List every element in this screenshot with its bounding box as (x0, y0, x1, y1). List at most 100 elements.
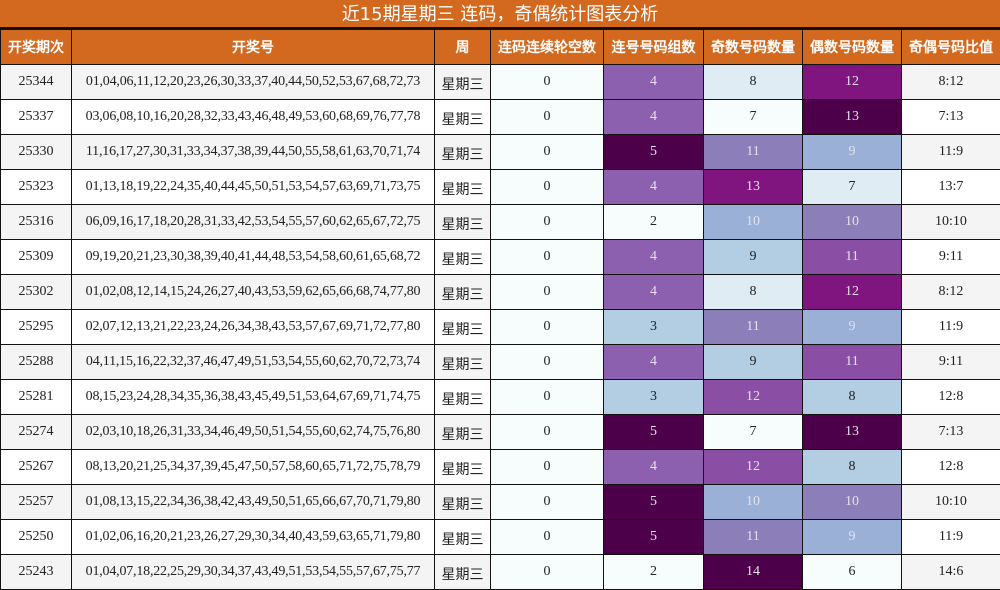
table-row: 25267 08,13,20,21,25,34,37,39,45,47,50,57… (0, 449, 1000, 485)
even-cell: 10 (802, 204, 902, 240)
numbers-cell: 09,19,20,21,23,30,38,39,40,41,44,48,53,5… (71, 239, 435, 275)
ratio-cell: 7:13 (901, 99, 1000, 135)
weekday-cell: 星期三 (434, 204, 491, 240)
odd-cell: 14 (703, 554, 803, 590)
numbers-cell: 01,13,18,19,22,24,35,40,44,45,50,51,53,5… (71, 169, 435, 205)
ratio-cell: 8:12 (901, 64, 1000, 100)
consec-cell: 4 (603, 64, 704, 100)
header-row: 开奖期次 开奖号 周 连码连续轮空数 连号号码组数 奇数号码数量 偶数号码数量 … (0, 29, 1000, 65)
ratio-cell: 11:9 (901, 134, 1000, 170)
weekday-cell: 星期三 (434, 274, 491, 310)
odd-cell: 9 (703, 239, 803, 275)
consec-cell: 3 (603, 379, 704, 415)
numbers-cell: 01,04,06,11,12,20,23,26,30,33,37,40,44,5… (71, 64, 435, 100)
header-numbers: 开奖号 (71, 29, 435, 65)
table-row: 25281 08,15,23,24,28,34,35,36,38,43,45,49… (0, 379, 1000, 415)
gap-cell: 0 (490, 414, 604, 450)
stats-table: 开奖期次 开奖号 周 连码连续轮空数 连号号码组数 奇数号码数量 偶数号码数量 … (0, 29, 1000, 590)
odd-cell: 11 (703, 309, 803, 345)
even-cell: 7 (802, 169, 902, 205)
odd-cell: 9 (703, 344, 803, 380)
table-row: 25288 04,11,15,16,22,32,37,46,47,49,51,53… (0, 344, 1000, 380)
weekday-cell: 星期三 (434, 449, 491, 485)
odd-cell: 11 (703, 519, 803, 555)
ratio-cell: 10:10 (901, 484, 1000, 520)
period-cell: 25309 (0, 239, 72, 275)
consec-cell: 5 (603, 134, 704, 170)
period-cell: 25281 (0, 379, 72, 415)
numbers-cell: 06,09,16,17,18,20,28,31,33,42,53,54,55,5… (71, 204, 435, 240)
weekday-cell: 星期三 (434, 519, 491, 555)
consec-cell: 4 (603, 449, 704, 485)
table-row: 25344 01,04,06,11,12,20,23,26,30,33,37,40… (0, 64, 1000, 100)
gap-cell: 0 (490, 309, 604, 345)
weekday-cell: 星期三 (434, 344, 491, 380)
consec-cell: 4 (603, 274, 704, 310)
table-row: 25243 01,04,07,18,22,25,29,30,34,37,43,49… (0, 554, 1000, 590)
header-ratio: 奇偶号码比值 (901, 29, 1000, 65)
numbers-cell: 08,13,20,21,25,34,37,39,45,47,50,57,58,6… (71, 449, 435, 485)
numbers-cell: 04,11,15,16,22,32,37,46,47,49,51,53,54,5… (71, 344, 435, 380)
consec-cell: 5 (603, 484, 704, 520)
weekday-cell: 星期三 (434, 484, 491, 520)
table-row: 25302 01,02,08,12,14,15,24,26,27,40,43,53… (0, 274, 1000, 310)
gap-cell: 0 (490, 554, 604, 590)
even-cell: 8 (802, 379, 902, 415)
even-cell: 12 (802, 64, 902, 100)
odd-cell: 7 (703, 414, 803, 450)
even-cell: 10 (802, 484, 902, 520)
table-row: 25309 09,19,20,21,23,30,38,39,40,41,44,48… (0, 239, 1000, 275)
gap-cell: 0 (490, 239, 604, 275)
period-cell: 25323 (0, 169, 72, 205)
gap-cell: 0 (490, 169, 604, 205)
weekday-cell: 星期三 (434, 134, 491, 170)
weekday-cell: 星期三 (434, 99, 491, 135)
gap-cell: 0 (490, 64, 604, 100)
consec-cell: 2 (603, 554, 704, 590)
odd-cell: 8 (703, 274, 803, 310)
period-cell: 25274 (0, 414, 72, 450)
header-odd: 奇数号码数量 (703, 29, 803, 65)
ratio-cell: 9:11 (901, 344, 1000, 380)
even-cell: 12 (802, 274, 902, 310)
odd-cell: 10 (703, 204, 803, 240)
header-period: 开奖期次 (0, 29, 72, 65)
even-cell: 11 (802, 239, 902, 275)
period-cell: 25250 (0, 519, 72, 555)
table-row: 25274 02,03,10,18,26,31,33,34,46,49,50,51… (0, 414, 1000, 450)
header-weekday: 周 (434, 29, 491, 65)
gap-cell: 0 (490, 344, 604, 380)
numbers-cell: 01,02,06,16,20,21,23,26,27,29,30,34,40,4… (71, 519, 435, 555)
numbers-cell: 02,03,10,18,26,31,33,34,46,49,50,51,54,5… (71, 414, 435, 450)
odd-cell: 7 (703, 99, 803, 135)
period-cell: 25243 (0, 554, 72, 590)
numbers-cell: 08,15,23,24,28,34,35,36,38,43,45,49,51,5… (71, 379, 435, 415)
table-row: 25295 02,07,12,13,21,22,23,24,26,34,38,43… (0, 309, 1000, 345)
consec-cell: 4 (603, 169, 704, 205)
period-cell: 25288 (0, 344, 72, 380)
header-even: 偶数号码数量 (802, 29, 902, 65)
odd-cell: 8 (703, 64, 803, 100)
gap-cell: 0 (490, 519, 604, 555)
odd-cell: 11 (703, 134, 803, 170)
weekday-cell: 星期三 (434, 414, 491, 450)
odd-cell: 12 (703, 449, 803, 485)
gap-cell: 0 (490, 484, 604, 520)
gap-cell: 0 (490, 274, 604, 310)
consec-cell: 4 (603, 99, 704, 135)
even-cell: 13 (802, 414, 902, 450)
ratio-cell: 11:9 (901, 519, 1000, 555)
gap-cell: 0 (490, 204, 604, 240)
numbers-cell: 01,04,07,18,22,25,29,30,34,37,43,49,51,5… (71, 554, 435, 590)
weekday-cell: 星期三 (434, 64, 491, 100)
table-row: 25337 03,06,08,10,16,20,28,32,33,43,46,48… (0, 99, 1000, 135)
gap-cell: 0 (490, 449, 604, 485)
consec-cell: 5 (603, 414, 704, 450)
period-cell: 25337 (0, 99, 72, 135)
period-cell: 25302 (0, 274, 72, 310)
ratio-cell: 11:9 (901, 309, 1000, 345)
even-cell: 9 (802, 519, 902, 555)
ratio-cell: 10:10 (901, 204, 1000, 240)
period-cell: 25316 (0, 204, 72, 240)
consec-cell: 4 (603, 344, 704, 380)
